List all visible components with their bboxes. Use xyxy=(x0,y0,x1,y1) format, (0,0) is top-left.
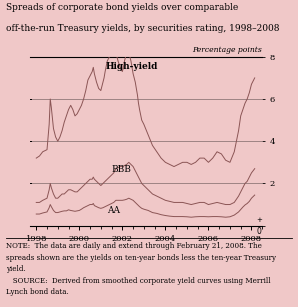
Text: off-the-run Treasury yields, by securities rating, 1998–2008: off-the-run Treasury yields, by securiti… xyxy=(6,24,280,33)
Text: 0: 0 xyxy=(257,227,262,236)
Text: Percentage points: Percentage points xyxy=(193,46,262,54)
Text: Lynch bond data.: Lynch bond data. xyxy=(6,288,69,296)
Text: yield.: yield. xyxy=(6,265,26,273)
Text: High-yield: High-yield xyxy=(105,62,158,72)
Text: NOTE:  The data are daily and extend through February 21, 2008. The: NOTE: The data are daily and extend thro… xyxy=(6,242,262,250)
Text: AA: AA xyxy=(107,206,120,215)
Text: +: + xyxy=(256,217,262,223)
Text: SOURCE:  Derived from smoothed corporate yield curves using Merrill: SOURCE: Derived from smoothed corporate … xyxy=(6,277,271,285)
Text: Spreads of corporate bond yields over comparable: Spreads of corporate bond yields over co… xyxy=(6,2,238,12)
Text: BBB: BBB xyxy=(111,165,131,174)
Text: spreads shown are the yields on ten-year bonds less the ten-year Treasury: spreads shown are the yields on ten-year… xyxy=(6,254,276,262)
